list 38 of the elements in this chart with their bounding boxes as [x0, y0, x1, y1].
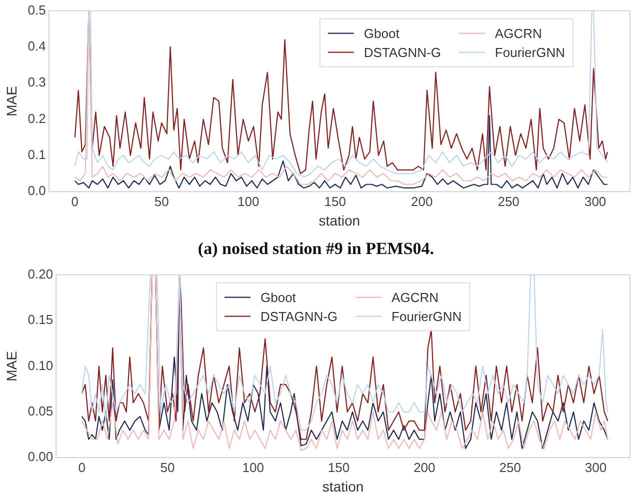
- x-tick-label: 300: [584, 194, 606, 209]
- x-tick-label: 0: [71, 194, 79, 209]
- x-tick-label: 100: [238, 194, 260, 209]
- x-tick-label: 150: [324, 194, 346, 209]
- legend-label: DSTAGNN-G: [364, 44, 441, 60]
- x-tick-label: 300: [584, 460, 607, 475]
- y-tick-label: 0.00: [28, 449, 54, 464]
- x-tick-label: 50: [154, 194, 169, 209]
- legend-label: AGCRN: [392, 290, 438, 305]
- legend-label: AGCRN: [494, 26, 542, 41]
- legend-label: FourierGNN: [494, 44, 566, 60]
- x-tick-label: 150: [328, 460, 350, 475]
- y-tick-label: 0.15: [28, 312, 54, 328]
- y-tick-label: 0.10: [28, 358, 54, 373]
- x-tick-label: 50: [160, 460, 175, 475]
- text: (a) noised station #9 in PEMS04.: [196, 238, 436, 260]
- y-tick-label: 0.1: [28, 147, 46, 162]
- legend-label: FourierGNN: [392, 308, 462, 324]
- y-tick-label: 0.05: [28, 403, 54, 418]
- x-tick-label: 250: [498, 194, 520, 209]
- x-axis-title: station: [318, 212, 360, 228]
- x-tick-label: 250: [499, 460, 521, 475]
- y-tick-label: 0.2: [28, 110, 46, 126]
- x-axis-title: station: [322, 478, 364, 494]
- y-tick-label: 0.4: [28, 38, 46, 54]
- y-tick-label: 0.20: [28, 266, 54, 282]
- x-tick-label: 100: [242, 460, 264, 475]
- y-tick-label: 0.5: [28, 2, 46, 18]
- y-tick-label: 0.3: [28, 74, 46, 90]
- x-tick-label: 200: [410, 194, 433, 209]
- y-axis-title: MAE: [3, 86, 20, 116]
- legend-label: Gboot: [364, 26, 400, 41]
- y-axis-title: MAE: [3, 351, 20, 382]
- legend-label: Gboot: [260, 290, 296, 305]
- legend-label: DSTAGNN-G: [260, 308, 338, 324]
- y-tick-label: 0.0: [28, 183, 46, 198]
- x-tick-label: 200: [414, 460, 436, 475]
- x-tick-label: 0: [78, 460, 86, 475]
